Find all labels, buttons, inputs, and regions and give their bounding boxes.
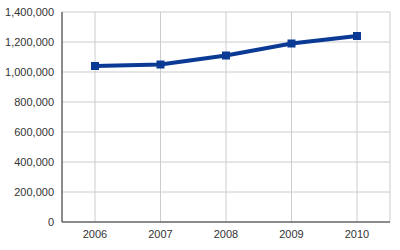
svg-text:0: 0 (48, 216, 54, 228)
svg-text:2006: 2006 (83, 228, 107, 240)
svg-text:1,000,000: 1,000,000 (8, 66, 54, 78)
svg-text:2008: 2008 (214, 228, 238, 240)
svg-text:200,000: 200,000 (14, 186, 54, 198)
svg-text:600,000: 600,000 (14, 126, 54, 138)
svg-text:1,200,000: 1,200,000 (8, 36, 54, 48)
svg-text:2010: 2010 (345, 228, 369, 240)
svg-text:800,000: 800,000 (14, 96, 54, 108)
svg-text:1,400,000: 1,400,000 (8, 6, 54, 18)
svg-text:400,000: 400,000 (14, 156, 54, 168)
svg-text:2007: 2007 (148, 228, 172, 240)
svg-text:2009: 2009 (279, 228, 303, 240)
